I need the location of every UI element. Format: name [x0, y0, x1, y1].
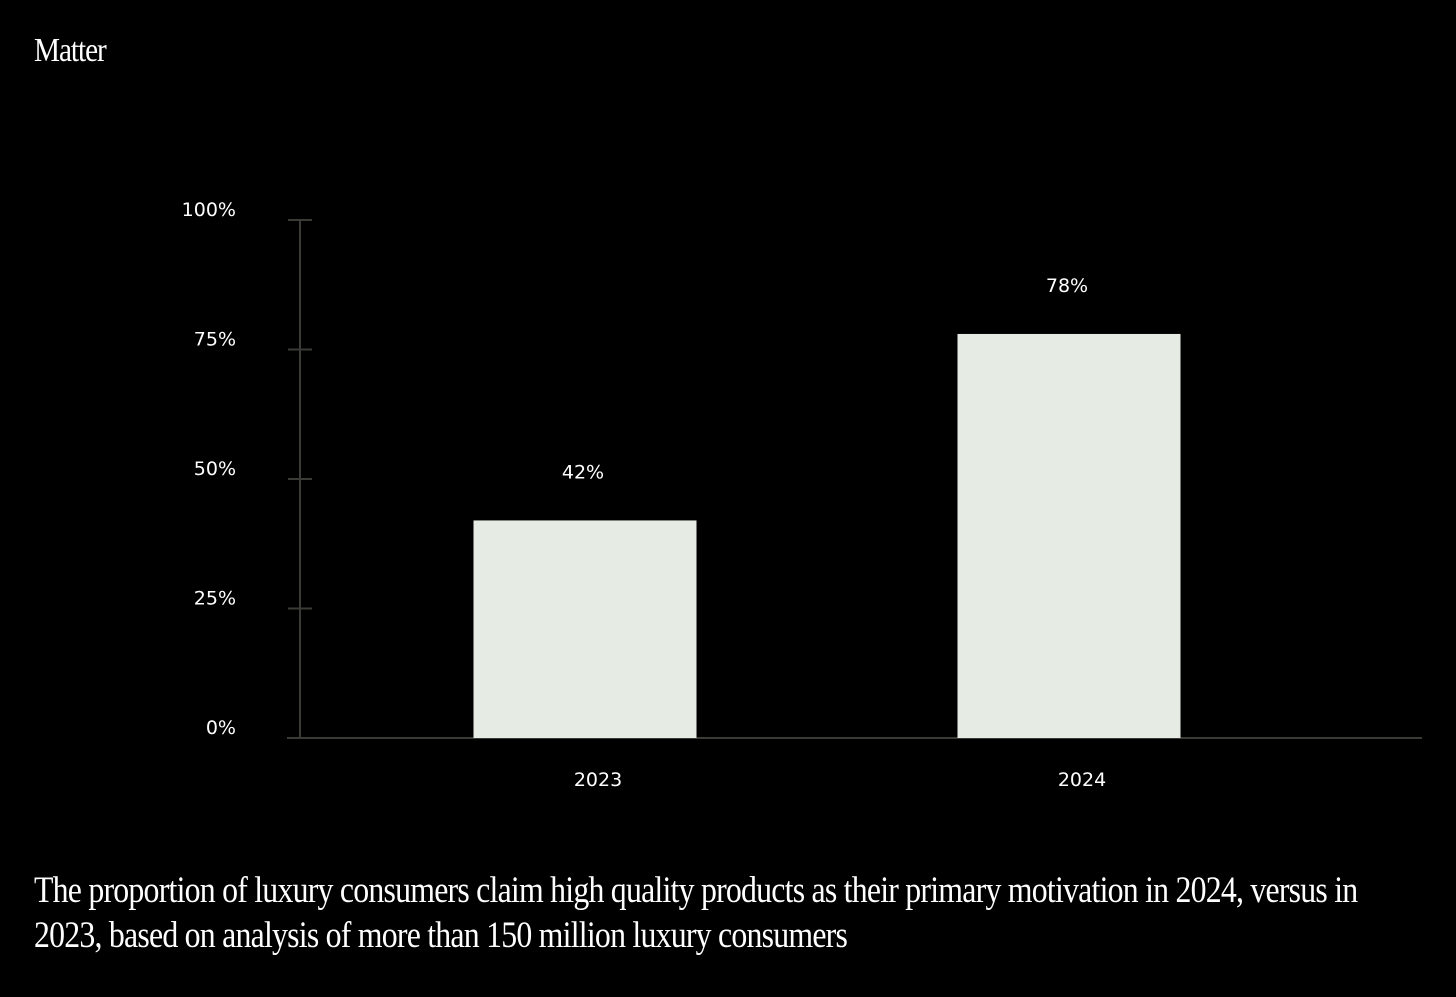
bar-2023 [473, 520, 697, 738]
data-label: 78% [1046, 275, 1088, 297]
data-label: 42% [562, 461, 604, 483]
y-tick-label: 25% [194, 588, 236, 610]
x-tick-label: 2023 [574, 769, 622, 791]
y-tick-label: 100% [182, 199, 236, 221]
chart-caption: The proportion of luxury consumers claim… [34, 870, 1358, 956]
y-tick-label: 75% [194, 329, 236, 351]
chart-labels: 0% 25% 50% 75% 100% 42% 2023 78% 2024 [182, 199, 1107, 791]
chart-axes [287, 219, 1422, 739]
y-tick-label: 50% [194, 458, 236, 480]
x-tick-label: 2024 [1058, 769, 1106, 791]
chart-bars [473, 333, 1181, 738]
y-tick-label: 0% [206, 717, 236, 739]
brand-logo-text: Matter [34, 32, 107, 69]
bar-2024 [957, 333, 1181, 738]
